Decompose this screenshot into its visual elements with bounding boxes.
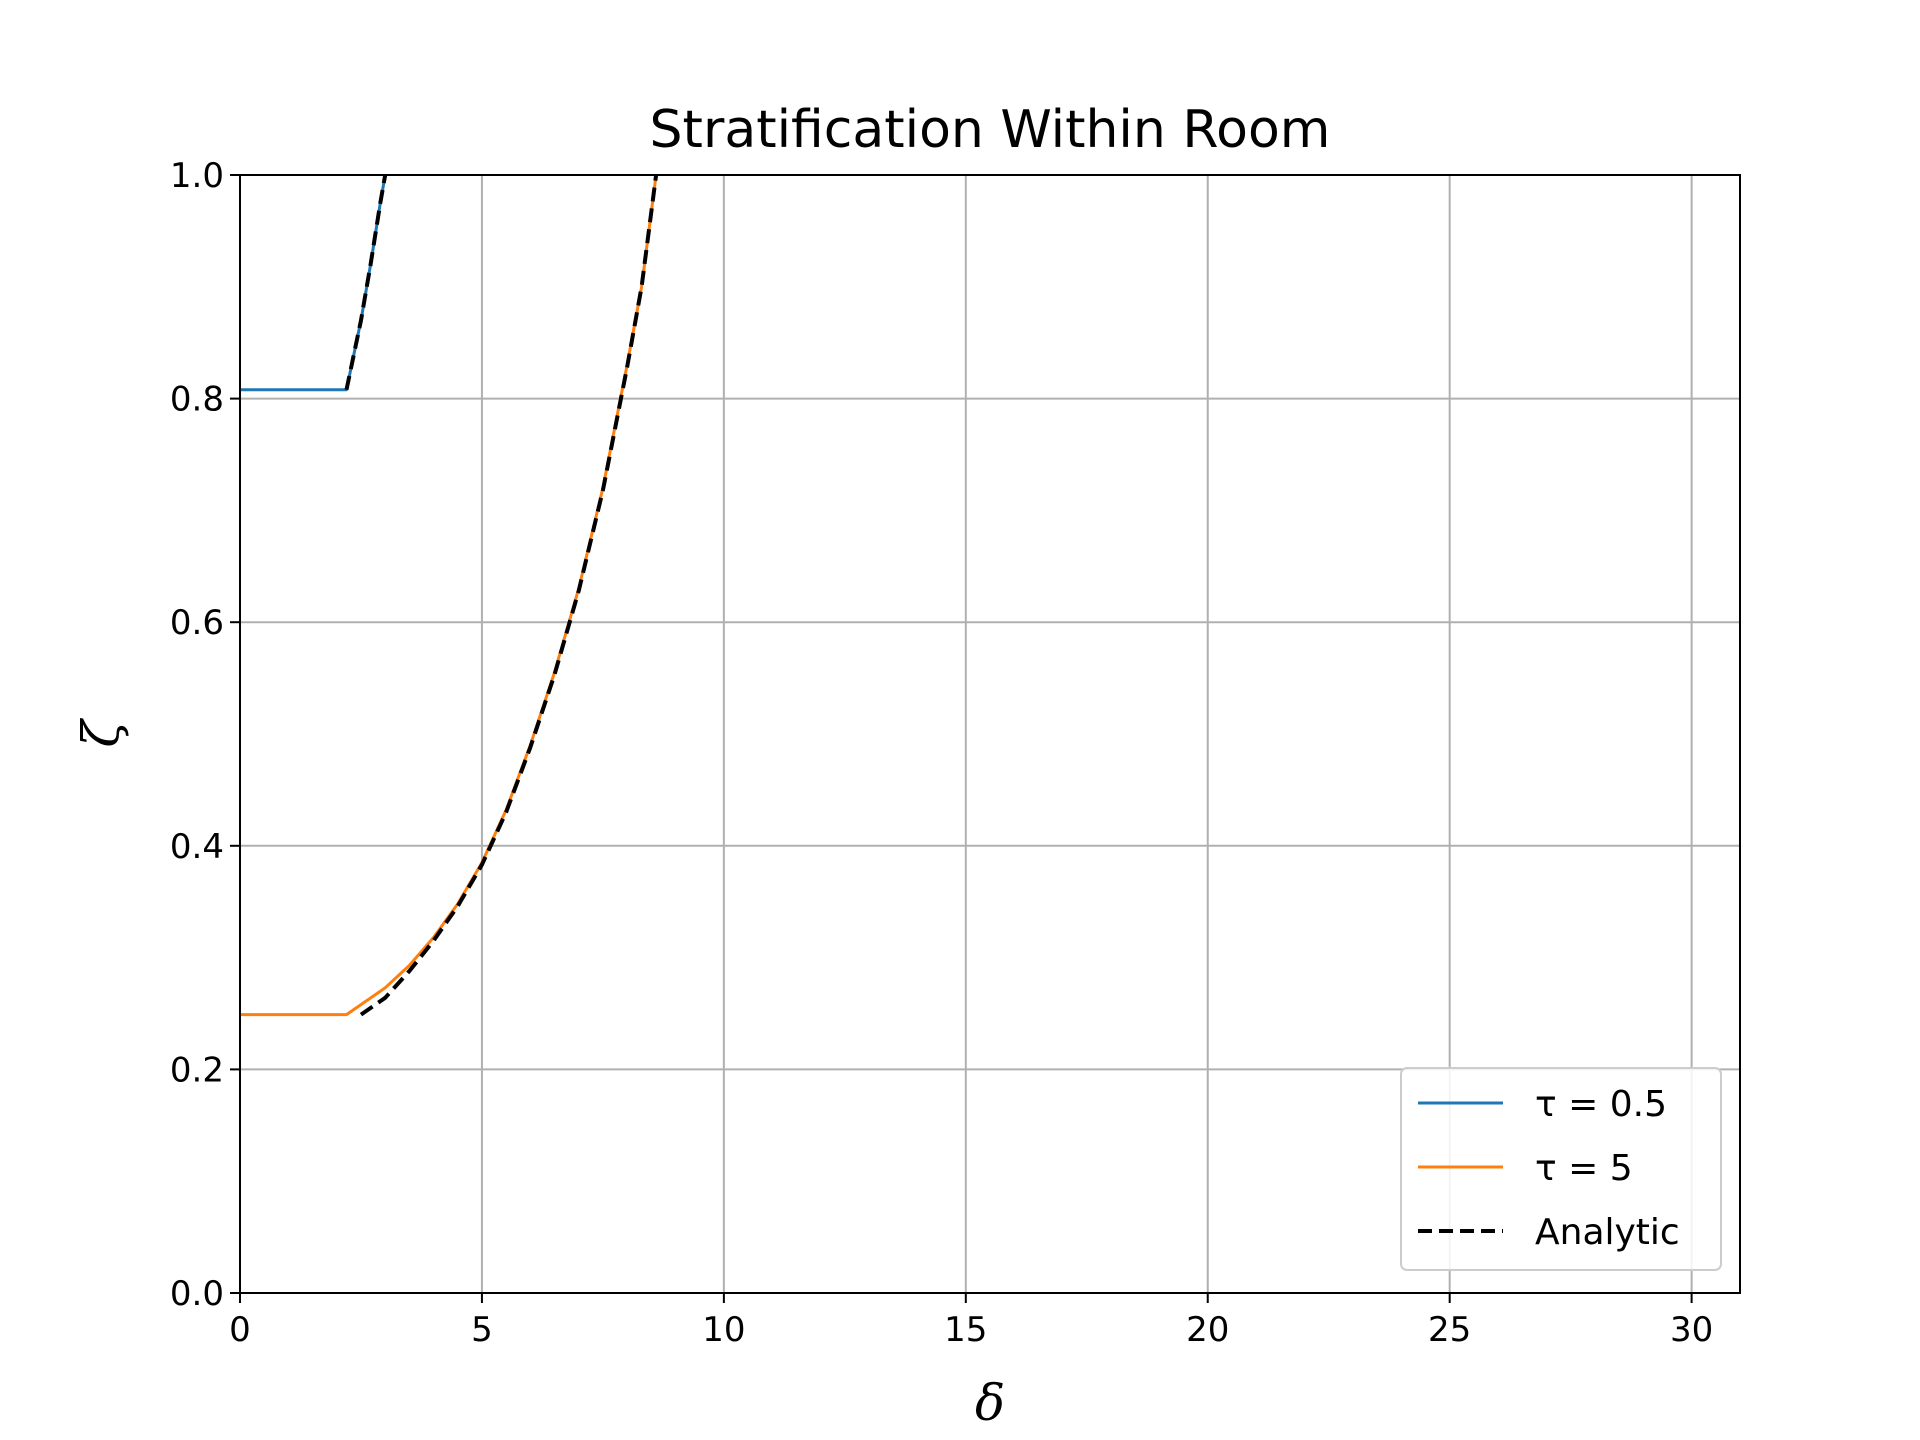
y-axis-label: ζ: [72, 718, 130, 748]
x-axis-label: δ: [975, 1374, 1005, 1432]
x-tick-label: 0: [229, 1310, 251, 1350]
y-tick-label: 0.4: [170, 827, 224, 867]
series-line-analytic-3: [359, 174, 659, 1017]
y-tick-label: 0.6: [170, 603, 224, 643]
y-tick-label: 1.0: [170, 156, 224, 196]
y-tick-label: 0.8: [170, 380, 224, 420]
ticks: 0 5 10 15 20 25 30 0.0 0.2 0.4 0.6 0.8 1.0: [170, 156, 1713, 1350]
legend: τ = 0.5 τ = 5 Analytic: [1400, 1067, 1722, 1271]
x-tick-label: 5: [471, 1310, 493, 1350]
legend-box: [1400, 1067, 1722, 1271]
x-tick-label: 15: [944, 1310, 987, 1350]
x-tick-label: 20: [1186, 1310, 1229, 1350]
y-tick-label: 0.2: [170, 1050, 224, 1090]
legend-label-analytic: Analytic: [1535, 1212, 1680, 1253]
y-tick-label: 0.0: [170, 1274, 224, 1314]
chart-title: Stratification Within Room: [650, 100, 1331, 160]
plot-frame: [239, 174, 1741, 1294]
x-tick-label: 10: [702, 1310, 745, 1350]
series-layer: [240, 174, 659, 1017]
x-tick-label: 30: [1670, 1310, 1713, 1350]
x-tick-label: 25: [1428, 1310, 1471, 1350]
legend-label-tau-5: τ = 5: [1535, 1148, 1633, 1189]
series-line-analytic-2: [344, 174, 388, 391]
legend-label-tau-0-5: τ = 0.5: [1535, 1084, 1667, 1125]
